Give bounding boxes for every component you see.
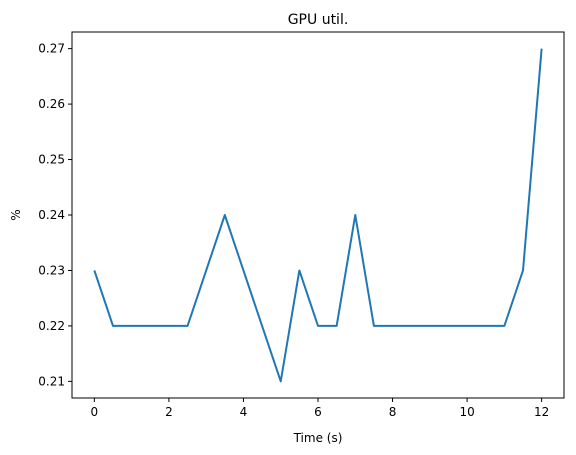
x-tick-label: 10 — [459, 405, 474, 419]
x-tick-label: 6 — [314, 405, 322, 419]
y-tick-label: 0.21 — [38, 374, 65, 388]
x-tick-label: 0 — [91, 405, 99, 419]
x-tick-label: 12 — [534, 405, 549, 419]
y-tick-label: 0.25 — [38, 153, 65, 167]
y-tick-label: 0.22 — [38, 319, 65, 333]
y-tick-label: 0.24 — [38, 208, 65, 222]
y-axis: 0.21 0.22 0.23 0.24 0.25 0.26 0.27 — [38, 42, 72, 388]
y-tick-label: 0.23 — [38, 263, 65, 277]
y-tick-label: 0.27 — [38, 42, 65, 56]
chart-title: GPU util. — [288, 12, 349, 28]
plot-area — [93, 48, 543, 383]
y-axis-label: % — [9, 209, 23, 220]
x-tick-label: 4 — [240, 405, 248, 419]
x-axis-label: Time (s) — [293, 431, 343, 445]
series-line — [93, 48, 543, 383]
x-axis: 0 2 4 6 8 10 12 — [91, 398, 549, 419]
y-tick-label: 0.26 — [38, 97, 65, 111]
x-tick-label: 8 — [389, 405, 397, 419]
x-tick-label: 2 — [165, 405, 173, 419]
